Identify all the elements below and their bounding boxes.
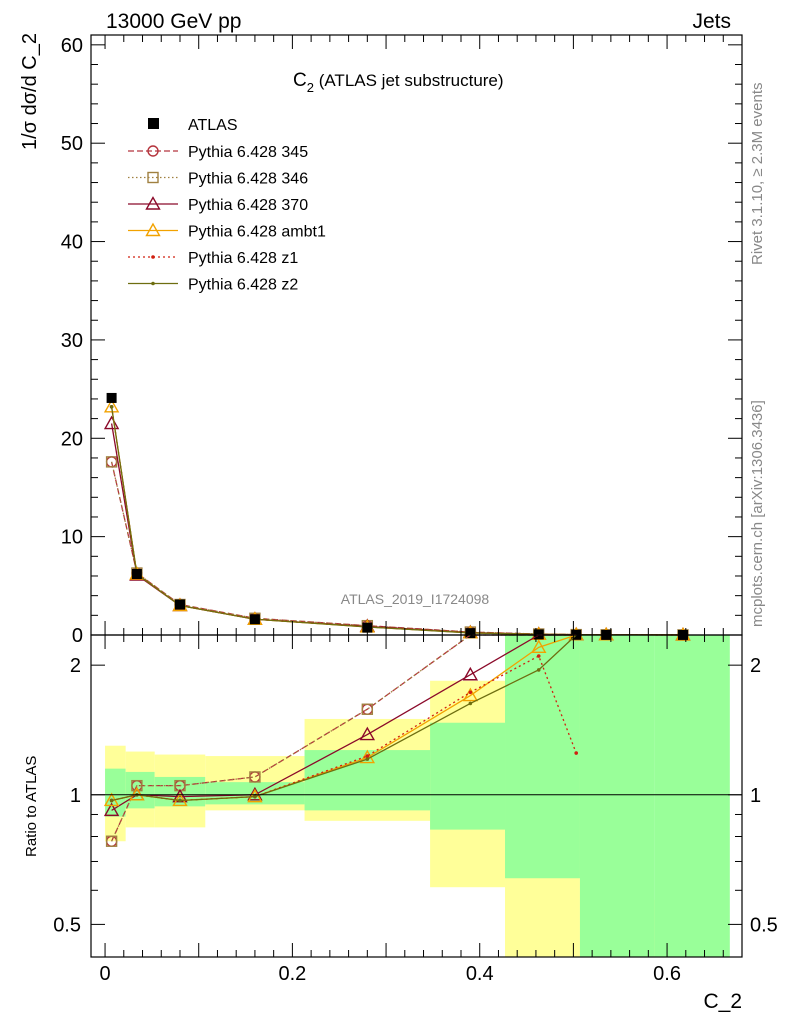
ratio-point-pythia-6-428-346-0 — [105, 835, 118, 847]
main-point-atlas-0 — [106, 392, 117, 403]
ratio-point-pythia-6-428-z2-5 — [468, 701, 473, 706]
header-right: Jets — [692, 10, 731, 33]
ratio-point-pythia-6-428-z1-7 — [574, 751, 579, 755]
main-y-tick-label-10: 10 — [61, 527, 83, 549]
x-tick-label-0: 0 — [99, 963, 110, 985]
x-tick-label-0.6: 0.6 — [653, 963, 681, 985]
legend-marker-pythia-6-428-346 — [147, 171, 159, 184]
ratio-line-pythia-6-428-346 — [111, 634, 577, 842]
legend-marker-pythia-6-428-345 — [147, 145, 159, 157]
legend-label-pythia-6-428-ambt1: Pythia 6.428 ambt1 — [188, 224, 326, 241]
legend-marker-pythia-6-428-ambt1 — [145, 222, 161, 237]
legend-marker-pythia-6-428-z2 — [151, 281, 155, 286]
main-point-pythia-6-428-370-0 — [103, 415, 120, 430]
main-point-atlas-3 — [249, 614, 260, 625]
main-point-atlas-2 — [174, 599, 185, 610]
green-band-6 — [505, 635, 580, 879]
ratio-line-pythia-6-428-z2 — [111, 634, 577, 802]
x-axis-label: C_2 — [703, 990, 742, 1013]
ratio-y-tick-label-0.5: 0.5 — [53, 914, 81, 936]
legend-label-pythia-6-428-370: Pythia 6.428 370 — [188, 197, 308, 214]
legend-label-pythia-6-428-346: Pythia 6.428 346 — [188, 171, 308, 188]
ratio-point-pythia-6-428-z2-6 — [536, 668, 541, 672]
analysis-tag: ATLAS_2019_I1724098 — [341, 591, 490, 607]
ratio-point-pythia-6-428-z2-2 — [178, 798, 182, 803]
ratio-point-pythia-6-428-370-0 — [103, 802, 120, 817]
main-y-tick-label-30: 30 — [61, 330, 83, 352]
ratio-y-tick-label-right-0.5: 0.5 — [750, 914, 778, 936]
legend-label-pythia-6-428-z2: Pythia 6.428 z2 — [188, 277, 298, 294]
main-y-tick-label-50: 50 — [61, 133, 83, 155]
ratio-point-pythia-6-428-z2-3 — [253, 794, 257, 799]
legend-marker-atlas — [148, 118, 159, 129]
legend-label-pythia-6-428-345: Pythia 6.428 345 — [188, 144, 308, 161]
ratio-y-tick-label-right-2: 2 — [750, 655, 761, 677]
chart-title-sub: 2 — [307, 80, 314, 95]
chart-title-main: C — [293, 70, 307, 91]
chart-title: C2 (ATLAS jet substructure) — [293, 70, 504, 95]
legend: ATLAS Pythia 6.428 345 Pythia 6.428 346 Pyt… — [128, 117, 326, 294]
axis-ticks: 0 10 20 30 40 50 60 0 0.2 0.4 0.6 0.5 0.5 1 1 2 2 — [53, 35, 778, 985]
main-point-atlas-4 — [362, 622, 373, 633]
legend-marker-pythia-6-428-370 — [145, 196, 161, 210]
main-y-tick-label-40: 40 — [61, 232, 83, 254]
ratio-y-tick-label-2: 2 — [70, 655, 81, 677]
ratio-point-pythia-6-428-z2-0 — [109, 798, 114, 803]
main-y-tick-label-0: 0 — [72, 625, 83, 647]
ratio-point-pythia-6-428-z2-4 — [365, 757, 370, 761]
ratio-point-pythia-6-428-370-3 — [247, 786, 263, 801]
green-band-7 — [579, 635, 655, 957]
main-y-axis-label: 1/σ dσ/d C_2 — [19, 33, 41, 150]
ratio-point-pythia-6-428-z1-4 — [365, 754, 370, 758]
rivet-version-label: Rivet 3.1.10, ≥ 2.3M events — [749, 83, 766, 266]
ratio-point-pythia-6-428-370-4 — [359, 726, 376, 741]
ratio-point-pythia-6-428-346-4 — [361, 703, 374, 715]
ratio-y-tick-label-1: 1 — [70, 785, 81, 807]
main-y-tick-label-60: 60 — [61, 35, 83, 57]
main-point-pythia-6-428-ambt1-0 — [103, 398, 120, 413]
ratio-point-pythia-6-428-ambt1-1 — [129, 786, 145, 801]
ratio-point-pythia-6-428-346-1 — [131, 779, 143, 792]
green-band-8 — [654, 635, 730, 957]
x-tick-label-0.2: 0.2 — [278, 963, 306, 985]
ratio-point-pythia-6-428-346-3 — [249, 771, 261, 783]
green-band-5 — [430, 722, 506, 830]
ratio-point-pythia-6-428-z1-5 — [468, 690, 473, 695]
main-point-pythia-6-428-346-0 — [105, 456, 118, 468]
main-point-atlas-1 — [131, 569, 142, 580]
ratio-y-axis-label: Ratio to ATLAS — [23, 756, 40, 857]
main-point-atlas-5 — [465, 628, 476, 639]
ratio-point-pythia-6-428-z1-6 — [536, 654, 541, 658]
header-left: 13000 GeV pp — [106, 10, 241, 33]
legend-label-pythia-6-428-z1: Pythia 6.428 z1 — [188, 250, 298, 267]
mcplots-label: mcplots.cern.ch [arXiv:1306.3436] — [749, 400, 766, 627]
ratio-plot-frame — [90, 634, 743, 958]
axes-frames — [90, 34, 743, 958]
ratio-point-pythia-6-428-370-5 — [462, 666, 479, 681]
chart-title-rest: (ATLAS jet substructure) — [314, 71, 504, 90]
ratio-uncertainty-bands — [105, 635, 730, 957]
legend-marker-pythia-6-428-z1 — [151, 255, 155, 259]
ratio-point-pythia-6-428-ambt1-6 — [531, 639, 547, 654]
main-point-pythia-6-428-z2-0 — [109, 405, 114, 409]
ratio-y-tick-label-right-1: 1 — [750, 785, 761, 807]
main-y-tick-label-20: 20 — [61, 428, 83, 450]
legend-label-atlas: ATLAS — [188, 117, 238, 134]
x-tick-label-0.4: 0.4 — [466, 963, 494, 985]
